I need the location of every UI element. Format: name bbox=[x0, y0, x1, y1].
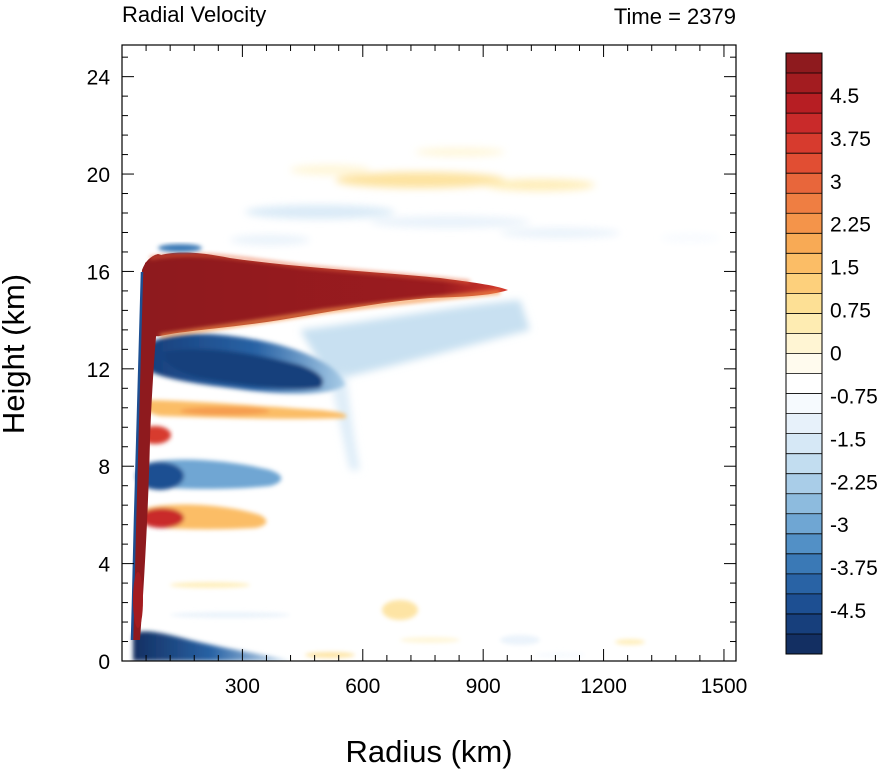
colorbar-swatch bbox=[786, 293, 822, 314]
y-tick-label: 4 bbox=[98, 554, 110, 577]
axis-ticks bbox=[122, 45, 736, 662]
y-tick-label: 20 bbox=[87, 164, 110, 187]
colorbar-labels: 4.5 3.75 3 2.25 1.5 0.75 0 -0.75 -1.5 -2.25 -3 -3.7… bbox=[830, 85, 878, 623]
colorbar-swatch bbox=[786, 453, 822, 475]
colorbar-swatch bbox=[786, 73, 822, 94]
colorbar-tick-label: -1.5 bbox=[830, 428, 866, 451]
mid-level-outflow bbox=[138, 504, 267, 530]
colorbar-swatch bbox=[786, 613, 822, 635]
colorbar-swatch bbox=[786, 353, 822, 375]
surface-red-core bbox=[133, 572, 143, 628]
y-tick-label: 24 bbox=[87, 67, 111, 90]
colorbar-swatch bbox=[786, 553, 822, 575]
colorbar-swatch bbox=[786, 173, 822, 194]
radial-velocity-field bbox=[130, 148, 720, 661]
tick-labels: 300 600 900 1200 1500 0 4 8 12 16 20 24 bbox=[87, 67, 748, 698]
colorbar-tick-label: 3.75 bbox=[830, 128, 871, 151]
colorbar-swatch bbox=[786, 373, 822, 395]
title-right: Time = 2379 bbox=[614, 4, 736, 29]
x-tick-label: 300 bbox=[225, 675, 260, 698]
colorbar-tick-label: 3 bbox=[830, 171, 842, 194]
y-tick-label: 0 bbox=[98, 651, 110, 674]
weak-outflow-band bbox=[144, 400, 347, 419]
outflow-underside-inflow bbox=[148, 333, 345, 394]
colorbar-swatch bbox=[786, 393, 822, 415]
x-axis-label: Radius (km) bbox=[345, 734, 512, 769]
colorbar-swatch bbox=[786, 93, 822, 114]
x-tick-label: 1200 bbox=[580, 675, 627, 698]
low-level-speckles bbox=[170, 582, 645, 658]
y-tick-label: 16 bbox=[87, 261, 110, 284]
colorbar-frame bbox=[785, 52, 823, 655]
y-tick-label: 8 bbox=[98, 456, 110, 479]
x-tick-label: 1500 bbox=[701, 675, 748, 698]
colorbar-swatch bbox=[786, 413, 822, 435]
colorbar-swatch bbox=[786, 633, 822, 655]
colorbar-swatch bbox=[786, 133, 822, 154]
outflow-upper-fringe bbox=[149, 253, 471, 284]
colorbar-swatch bbox=[786, 513, 822, 535]
colorbar-swatch bbox=[786, 53, 822, 74]
colorbar-tick-label: 1.5 bbox=[830, 257, 859, 280]
boundary-layer-inflow bbox=[133, 631, 290, 661]
colorbar-tick-label: -3.75 bbox=[830, 557, 878, 580]
colorbar-tick-label: 4.5 bbox=[830, 85, 859, 108]
colorbar-tick-label: 0.75 bbox=[830, 300, 871, 323]
colorbar-swatch bbox=[786, 113, 822, 134]
title-left: Radial Velocity bbox=[122, 2, 266, 27]
colorbar-swatch bbox=[786, 473, 822, 495]
upper-weak-inflow bbox=[230, 205, 720, 245]
colorbar-swatch bbox=[786, 573, 822, 595]
colorbar-swatch bbox=[786, 193, 822, 214]
colorbar-swatch bbox=[786, 593, 822, 615]
colorbar-swatch bbox=[786, 533, 822, 555]
colorbar-tick-label: -4.5 bbox=[830, 600, 866, 623]
colorbar-swatch bbox=[786, 433, 822, 455]
colorbar-tick-label: 0 bbox=[830, 343, 842, 366]
colorbar-swatch bbox=[786, 273, 822, 294]
plot-frame bbox=[121, 44, 737, 662]
colorbar-swatch bbox=[786, 213, 822, 234]
colorbar-swatch bbox=[786, 313, 822, 334]
colorbar-tick-label: -2.25 bbox=[830, 471, 878, 494]
x-tick-label: 600 bbox=[345, 675, 380, 698]
colorbar-swatch bbox=[786, 153, 822, 174]
outflow-underside-inflow-light bbox=[300, 300, 530, 470]
colorbar-swatch bbox=[786, 233, 822, 254]
colorbar-tick-label: -0.75 bbox=[830, 385, 878, 408]
colorbar bbox=[785, 52, 823, 655]
upper-level-outflow bbox=[145, 252, 508, 337]
x-tick-label: 900 bbox=[466, 675, 501, 698]
y-axis-label: Height (km) bbox=[0, 274, 31, 434]
colorbar-swatch bbox=[786, 253, 822, 274]
colorbar-swatch bbox=[786, 493, 822, 515]
colorbar-swatch bbox=[786, 333, 822, 354]
colorbar-tick-label: -3 bbox=[830, 514, 849, 537]
upper-weak-outflow bbox=[290, 148, 595, 191]
blue-patch-above-outflow bbox=[158, 244, 202, 252]
y-tick-label: 12 bbox=[87, 359, 110, 382]
outflow-lower-fringe bbox=[159, 290, 501, 338]
colorbar-tick-label: 2.25 bbox=[830, 214, 871, 237]
